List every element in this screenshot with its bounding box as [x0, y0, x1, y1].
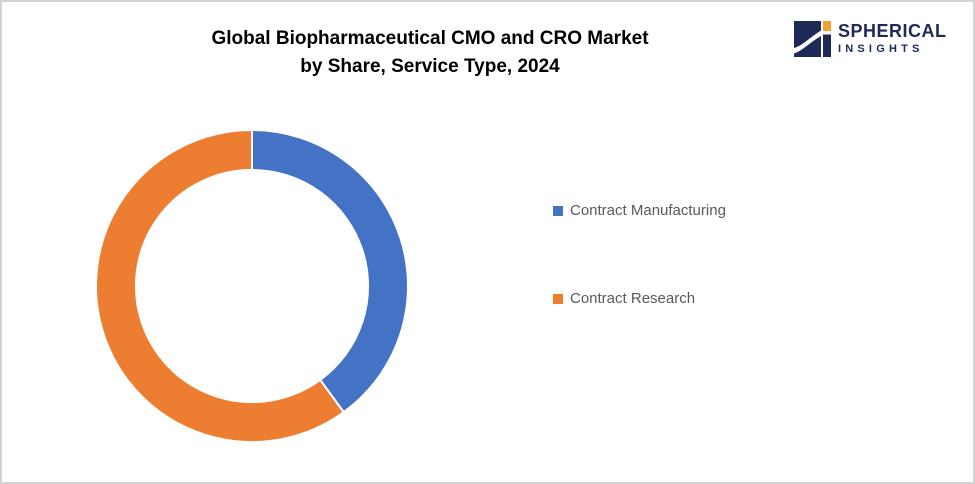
chart-title-line1: Global Biopharmaceutical CMO and CRO Mar… [211, 28, 649, 49]
logo-wordmark: SPHERICAL INSIGHTS [838, 21, 947, 55]
donut-slice-contract-research [95, 128, 346, 443]
spherical-insights-logo-icon [794, 21, 831, 57]
donut-slice-contract-manufacturing [251, 128, 409, 414]
legend-swatch-contract-research-icon [553, 294, 563, 304]
logo-brand-name: SPHERICAL [838, 21, 947, 41]
logo-brand-subname: INSIGHTS [838, 43, 924, 55]
legend-swatch-contract-manufacturing-icon [553, 206, 563, 216]
donut-chart [95, 128, 409, 443]
legend-label-contract-research: Contract Research [570, 290, 696, 307]
legend-item-contract-manufacturing: Contract Manufacturing [553, 202, 726, 220]
chart-title: Global Biopharmaceutical CMO and CRO Mar… [130, 25, 730, 81]
chart-title-line2: by Share, Service Type, 2024 [300, 56, 560, 77]
legend-label-contract-manufacturing: Contract Manufacturing [570, 202, 726, 219]
legend-item-contract-research: Contract Research [553, 290, 695, 308]
spherical-insights-logo: SPHERICAL INSIGHTS [793, 21, 947, 59]
